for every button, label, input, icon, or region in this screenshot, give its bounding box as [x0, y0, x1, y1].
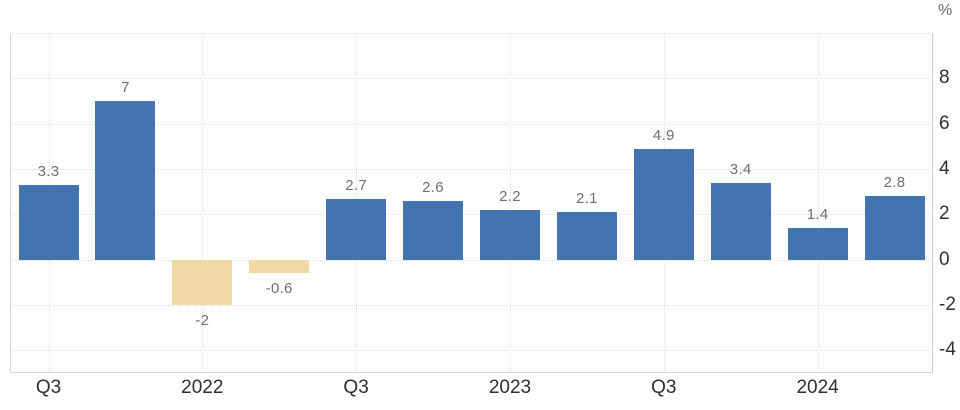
bar[interactable] — [95, 101, 156, 260]
bar-value-label: 4.9 — [652, 126, 675, 144]
bar-value-label: 7 — [121, 79, 130, 96]
vertical-gridline — [510, 33, 511, 373]
bar-value-label: -2 — [195, 312, 210, 329]
horizontal-gridline — [10, 214, 933, 216]
x-tick-label: 2023 — [488, 377, 532, 398]
y-tick-label: 0 — [939, 248, 950, 270]
horizontal-gridline — [10, 305, 933, 306]
y-tick-label: 6 — [939, 112, 950, 134]
x-tick-label: Q3 — [651, 377, 677, 398]
bar[interactable] — [787, 227, 848, 260]
horizontal-gridline — [10, 169, 933, 170]
x-tick-label: 2024 — [796, 377, 839, 398]
plot-area — [10, 33, 933, 373]
bar[interactable] — [864, 196, 925, 260]
bar-value-label: 1.4 — [806, 205, 829, 223]
x-tick-label: Q3 — [35, 377, 62, 398]
bar-value-label: 2.8 — [883, 174, 906, 192]
bar[interactable] — [18, 184, 79, 260]
bar-value-label: 2.2 — [499, 187, 521, 205]
bar[interactable] — [633, 148, 694, 260]
y-tick-label: 2 — [939, 203, 950, 225]
horizontal-gridline — [10, 33, 933, 34]
y-tick-label: -4 — [939, 339, 956, 361]
y-tick-label: -2 — [939, 294, 956, 315]
horizontal-gridline — [10, 350, 933, 352]
bar[interactable] — [403, 200, 463, 260]
horizontal-gridline — [10, 123, 933, 125]
x-tick-label: Q3 — [343, 377, 369, 398]
y-axis-unit-label: % — [938, 2, 953, 19]
bar[interactable] — [556, 212, 617, 260]
y-tick-label: 4 — [939, 158, 950, 179]
y-tick-label: 8 — [939, 67, 950, 89]
bar-value-label: 3.4 — [729, 160, 752, 178]
x-tick-label: 2022 — [181, 377, 224, 398]
bar-value-label: -0.6 — [265, 280, 293, 298]
vertical-gridline — [817, 33, 819, 373]
vertical-gridline — [202, 33, 204, 373]
bar-value-label: 2.6 — [422, 178, 444, 196]
bar[interactable] — [249, 259, 310, 274]
bar[interactable] — [480, 209, 540, 260]
bar-value-label: 3.3 — [37, 162, 60, 180]
bar-value-label: 2.7 — [345, 176, 367, 194]
bar[interactable] — [326, 198, 387, 260]
bar[interactable] — [172, 259, 233, 305]
bar-value-label: 2.1 — [576, 190, 598, 208]
horizontal-gridline — [10, 78, 933, 80]
bar[interactable] — [710, 182, 771, 260]
horizontal-gridline — [10, 259, 933, 261]
